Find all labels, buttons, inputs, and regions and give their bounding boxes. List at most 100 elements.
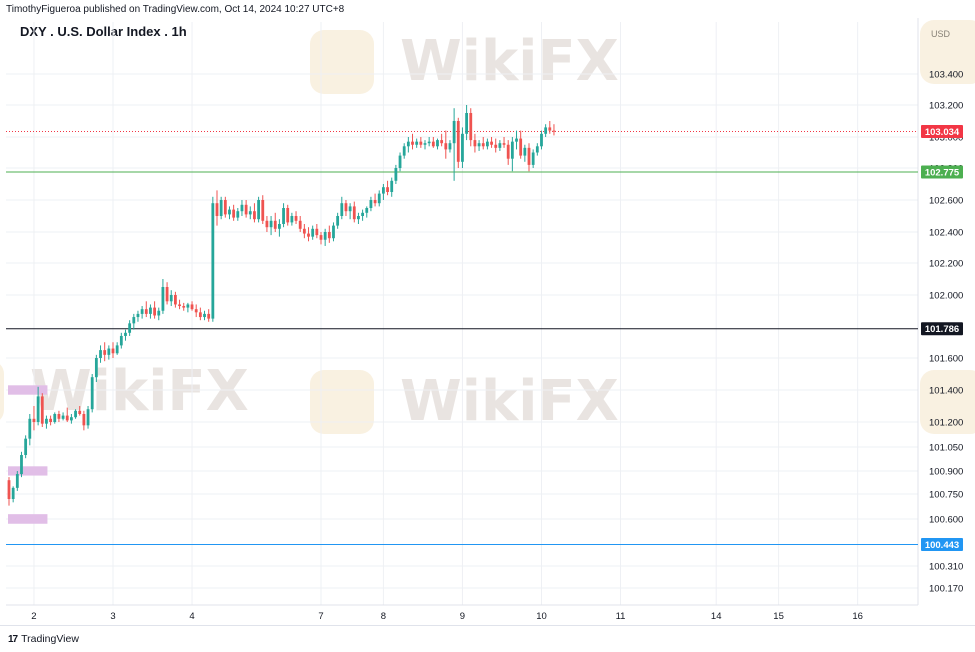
candle-body [278,224,281,229]
candle-body [440,140,444,144]
tradingview-logo[interactable]: 17 TradingView [8,632,79,646]
candle [198,307,202,321]
y-tick-label: 102.200 [929,259,963,270]
candle-body [45,418,48,424]
candle [365,206,369,218]
x-tick-label: 15 [773,611,784,622]
candle [344,200,348,216]
candle [169,290,173,307]
candle-body [298,220,302,229]
candle-body [53,414,57,422]
candle [236,208,240,221]
x-tick-label: 3 [110,611,115,622]
candle-body [253,211,256,220]
candle [186,302,190,313]
candle [510,137,514,172]
price-tag-background [921,165,963,179]
candle [132,313,136,330]
candle-body [286,208,290,223]
x-tick-label: 8 [381,611,386,622]
candle [248,206,252,220]
candle-body [132,317,136,324]
candle-body [423,143,427,145]
watermark-text: WikiFX [400,369,619,434]
candle-body [481,143,485,147]
price-chart[interactable]: WikiFX WikiFX WikiFX WikiFX WikiFX 103.400 10… [0,0,975,625]
candle [382,184,385,200]
candle-body [461,133,464,162]
price-tag-label: 101.786 [925,324,959,335]
candle-body [265,220,269,228]
x-axis[interactable]: 2 3 4 7 8 9 10 11 14 15 16 [31,611,863,622]
candle [86,406,90,429]
wikifx-watermark: WikiFX [310,29,619,94]
y-tick-label: 100.170 [929,584,963,595]
candle [340,196,344,220]
candle [307,227,310,242]
candle [28,414,32,446]
x-tick-label: 9 [460,611,465,622]
candle [111,342,115,358]
candle-body [86,409,90,426]
candle [415,138,419,148]
candle-body [128,323,132,333]
candle-body [90,377,94,410]
candle [240,200,244,216]
support-zone [8,385,48,395]
candle [57,410,61,422]
candle-body [203,313,206,318]
candle-body [419,141,423,145]
candle-body [24,438,28,455]
candle [15,471,19,491]
candle-body [232,209,236,218]
y-tick-label: 100.900 [929,467,963,478]
candle [70,414,73,424]
y-tick-label: 100.600 [929,515,963,526]
candle [535,143,539,156]
candle [215,190,219,226]
candle [119,332,123,349]
candle-body [78,410,82,414]
candle-body [523,147,527,156]
candle [257,196,260,223]
candle [502,137,506,148]
candle [40,393,44,427]
publisher-credit: TimothyFigueroa published on TradingView… [6,4,345,15]
candle [519,130,523,159]
candle-body [74,410,77,418]
candle-body [178,304,181,307]
candle-body [144,309,148,314]
candle [232,204,236,221]
candle [290,212,294,226]
candle-body [473,140,477,147]
candle [190,301,194,311]
candle-body [323,232,327,240]
candle [494,138,498,153]
candle [32,406,36,431]
candle-body [161,287,165,311]
x-tick-label: 16 [852,611,863,622]
candle-body [369,200,373,208]
candle-body [406,141,410,147]
candle [174,291,177,308]
candle [265,216,269,232]
candle-body [107,348,111,355]
price-tag: 100.443 [921,537,963,551]
candle-body [527,147,531,165]
candle-body [490,141,493,145]
candle-body [319,235,323,240]
candle [515,130,518,150]
candle-body [94,358,98,378]
candle [286,204,290,226]
candle-body [244,204,248,215]
candle-body [157,310,161,316]
candle-body [352,206,356,220]
candle-body [115,345,119,354]
candle [103,342,107,362]
price-tag-background [921,125,963,139]
watermark-text: WikiFX [30,359,249,424]
candle [323,228,327,246]
candle-body [186,304,190,308]
candle-body [261,200,265,221]
y-tick-label: 100.750 [929,490,963,501]
